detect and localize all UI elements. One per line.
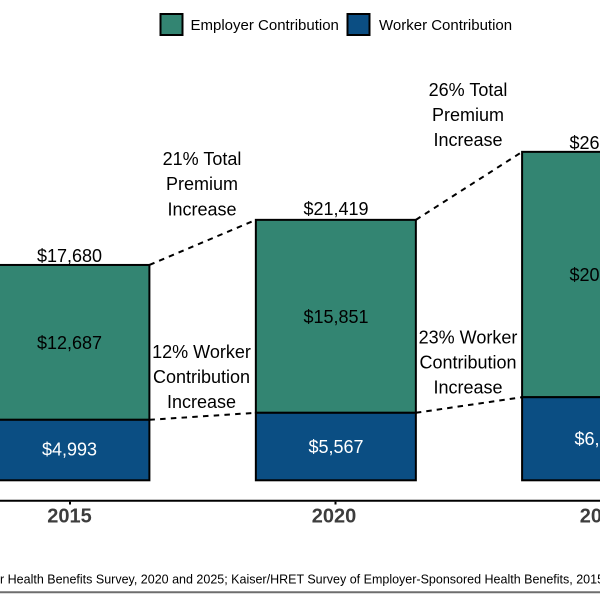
svg-text:Employer Contribution: Employer Contribution bbox=[191, 17, 339, 34]
svg-text:Increase: Increase bbox=[433, 130, 502, 150]
svg-text:Increase: Increase bbox=[433, 378, 502, 398]
svg-text:$6,850: $6,850 bbox=[574, 429, 600, 449]
svg-text:Premium: Premium bbox=[432, 105, 504, 125]
svg-text:Worker Contribution: Worker Contribution bbox=[379, 17, 512, 34]
svg-text:$20,143: $20,143 bbox=[569, 265, 600, 285]
svg-text:$21,419: $21,419 bbox=[303, 199, 368, 219]
svg-text:2025: 2025 bbox=[580, 505, 600, 527]
svg-text:23% Worker: 23% Worker bbox=[419, 327, 518, 347]
svg-text:Contribution: Contribution bbox=[419, 352, 516, 372]
svg-text:2020: 2020 bbox=[312, 505, 357, 527]
svg-text:26% Total: 26% Total bbox=[429, 80, 508, 100]
svg-text:Premium: Premium bbox=[166, 174, 238, 194]
svg-text:Contribution: Contribution bbox=[153, 367, 250, 387]
svg-text:2015: 2015 bbox=[47, 505, 92, 527]
svg-text:$12,687: $12,687 bbox=[37, 333, 102, 353]
svg-text:21% Total: 21% Total bbox=[163, 149, 242, 169]
svg-text:$17,680: $17,680 bbox=[37, 246, 102, 266]
svg-text:$4,993: $4,993 bbox=[42, 439, 97, 459]
svg-text:$26,993: $26,993 bbox=[569, 133, 600, 153]
svg-text:$5,567: $5,567 bbox=[308, 437, 363, 457]
svg-text:r Health Benefits Survey, 2020: r Health Benefits Survey, 2020 and 2025;… bbox=[0, 572, 600, 586]
svg-text:Increase: Increase bbox=[167, 392, 236, 412]
svg-text:12% Worker: 12% Worker bbox=[152, 342, 251, 362]
svg-text:Increase: Increase bbox=[167, 199, 236, 219]
svg-text:$15,851: $15,851 bbox=[303, 307, 368, 327]
